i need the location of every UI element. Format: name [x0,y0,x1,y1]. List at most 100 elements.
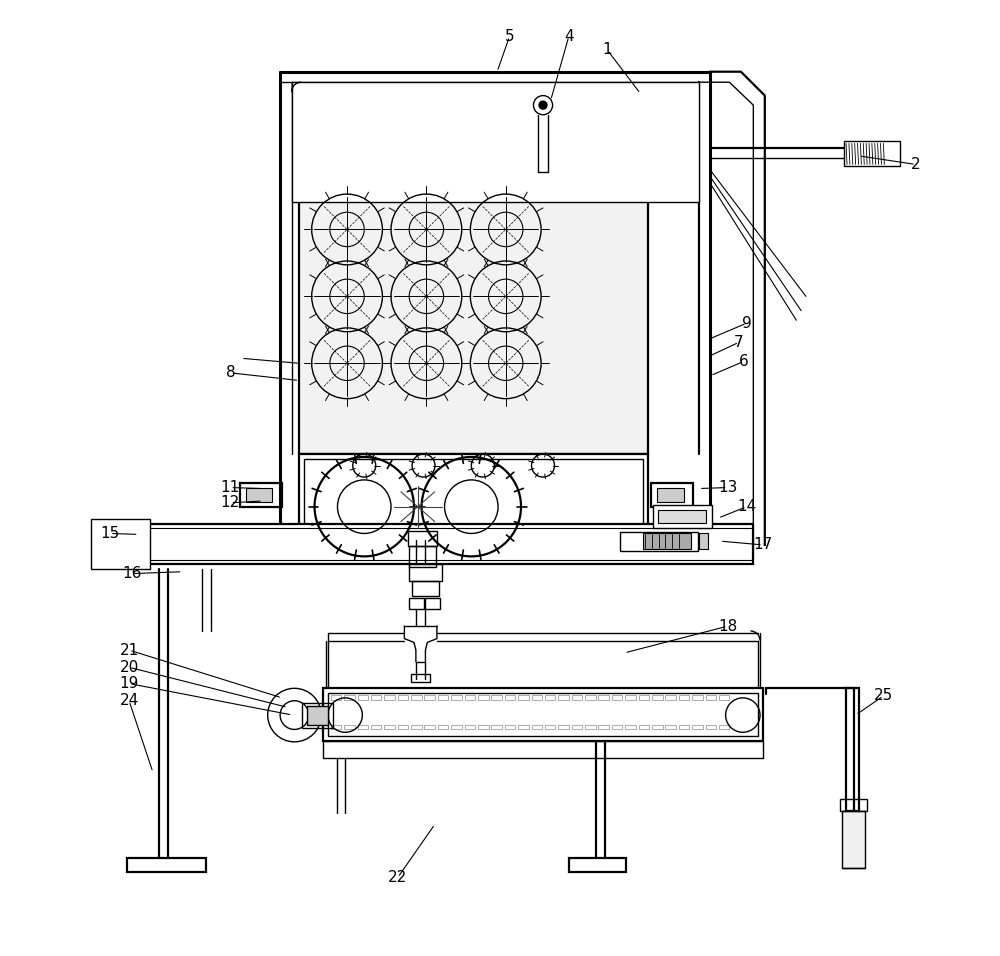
Bar [398,725,408,729]
Bar [505,695,515,700]
Bar [127,858,206,872]
Bar [612,695,622,700]
Bar [643,533,691,549]
Bar [409,546,436,567]
Bar [91,519,150,569]
Bar [706,725,716,729]
Bar [408,531,437,546]
Bar [292,82,699,202]
Bar [505,725,515,729]
Bar [846,688,859,811]
Bar [585,725,596,729]
Bar [142,528,753,560]
Text: 16: 16 [122,566,142,581]
Bar [478,695,489,700]
Bar [142,524,753,564]
Bar [478,725,489,729]
Text: 7: 7 [734,335,744,350]
Bar [518,725,529,729]
Bar [411,725,422,729]
Bar [532,695,542,700]
Text: 22: 22 [388,870,407,885]
Bar [665,725,676,729]
Bar [639,725,649,729]
Text: 21: 21 [119,642,139,658]
Bar [620,532,698,551]
Bar [612,725,622,729]
Bar [451,725,462,729]
Bar [331,695,341,700]
Text: 5: 5 [505,29,514,44]
Bar [719,695,729,700]
Bar [304,459,643,540]
Bar [438,695,448,700]
Bar [598,725,609,729]
Bar [425,598,440,609]
Bar [323,741,763,758]
Bar [465,695,475,700]
Bar [409,564,442,581]
Circle shape [539,101,547,109]
Bar [652,725,663,729]
Bar [598,695,609,700]
Bar [665,695,676,700]
Bar [699,533,708,549]
Bar [679,695,689,700]
Bar [344,725,355,729]
Bar [558,725,569,729]
Text: 13: 13 [718,480,737,495]
Bar [658,510,706,523]
Bar [409,598,424,609]
Bar [424,695,435,700]
Bar [371,695,381,700]
Bar [451,695,462,700]
Bar [384,695,395,700]
Bar [679,725,689,729]
Bar [307,706,328,725]
Bar [545,695,555,700]
Bar [844,141,900,166]
Bar [532,725,542,729]
Text: 11: 11 [221,480,240,495]
Text: 12: 12 [221,495,240,511]
Bar [411,674,430,682]
Bar [424,725,435,729]
Bar [331,725,341,729]
Text: 14: 14 [737,499,756,514]
Bar [411,695,422,700]
Text: 20: 20 [119,660,139,675]
Bar [240,483,282,507]
Bar [412,581,439,596]
Bar [518,695,529,700]
Bar [465,725,475,729]
Bar [657,488,684,502]
Text: 1: 1 [602,42,612,57]
Bar [842,811,865,868]
Text: 25: 25 [874,688,893,704]
Bar [371,725,381,729]
Bar [491,695,502,700]
Text: 24: 24 [119,693,139,708]
Bar [299,454,648,545]
Bar [569,858,626,872]
Bar [323,688,763,741]
Text: 4: 4 [564,29,574,44]
Bar [625,695,636,700]
Bar [572,695,582,700]
Bar [328,693,758,736]
Bar [652,695,663,700]
Bar [398,695,408,700]
Bar [491,725,502,729]
Bar [358,695,368,700]
Bar [653,505,712,528]
Bar [344,695,355,700]
Bar [438,725,448,729]
Bar [639,695,649,700]
Bar [692,695,703,700]
Bar [585,695,596,700]
Text: 6: 6 [739,354,749,369]
Text: 15: 15 [100,526,120,541]
Bar [840,799,867,811]
Bar [558,695,569,700]
Bar [384,725,395,729]
